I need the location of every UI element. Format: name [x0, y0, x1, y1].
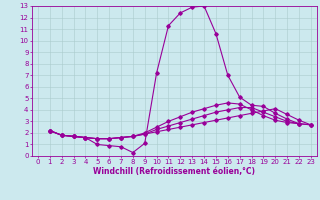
X-axis label: Windchill (Refroidissement éolien,°C): Windchill (Refroidissement éolien,°C) [93, 167, 255, 176]
